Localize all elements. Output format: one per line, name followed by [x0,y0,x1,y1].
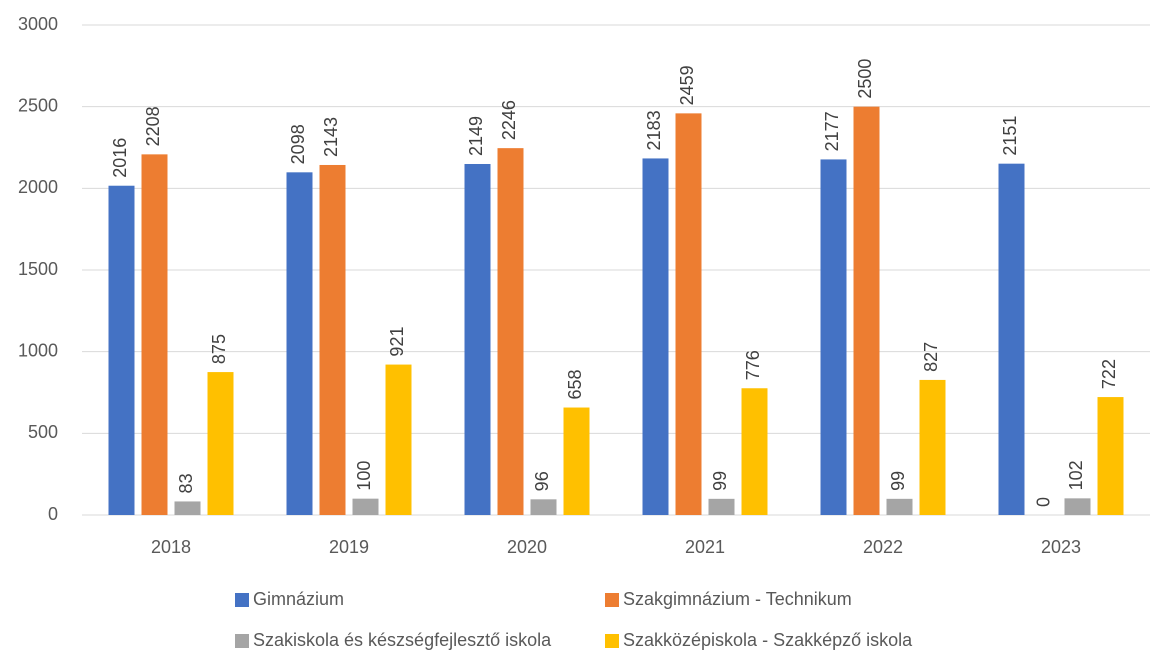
y-tick-label: 0 [48,504,58,524]
bar [563,407,590,515]
bar [497,148,524,516]
bar [853,106,880,516]
legend-swatch [605,593,619,607]
x-tick-label: 2020 [507,537,547,557]
data-label: 921 [387,327,407,357]
bar [708,498,735,515]
bar [741,388,768,515]
y-tick-label: 2500 [18,95,58,115]
bar [385,364,412,515]
bar [319,164,346,515]
data-label: 776 [743,350,763,380]
x-tick-label: 2018 [151,537,191,557]
data-label: 2143 [321,117,341,157]
bar [352,498,379,515]
data-label: 2183 [644,110,664,150]
legend-label: Gimnázium [253,589,344,609]
legend-swatch [235,593,249,607]
legend-swatch [235,634,249,648]
bar [141,154,168,516]
bar [820,159,847,515]
data-label: 0 [1033,497,1053,507]
legend-label: Szakközépiskola - Szakképző iskola [623,630,913,650]
x-tick-label: 2023 [1041,537,1081,557]
data-label: 2149 [466,116,486,156]
y-tick-label: 500 [28,422,58,442]
data-label: 722 [1099,359,1119,389]
data-label: 99 [710,471,730,491]
legend-label: Szakiskola és készségfejlesztő iskola [253,630,552,650]
bar [1097,397,1124,515]
x-tick-label: 2021 [685,537,725,557]
data-label: 2459 [677,65,697,105]
y-tick-label: 1500 [18,259,58,279]
data-label: 83 [176,473,196,493]
bar [998,163,1025,516]
bar [207,372,234,515]
bar [675,113,702,515]
bar [530,499,557,515]
data-label: 827 [921,342,941,372]
data-label: 2177 [822,111,842,151]
data-label: 2098 [288,124,308,164]
data-label: 2151 [1000,116,1020,156]
y-tick-label: 2000 [18,177,58,197]
x-tick-label: 2022 [863,537,903,557]
bar [642,158,669,515]
data-label: 2016 [110,138,130,178]
data-label: 2500 [855,59,875,99]
data-label: 100 [354,461,374,491]
bar [886,498,913,515]
bar [174,501,201,515]
data-label: 658 [565,369,585,399]
y-tick-label: 3000 [18,14,58,34]
data-label: 2246 [499,100,519,140]
data-label: 2208 [143,106,163,146]
y-tick-label: 1000 [18,340,58,360]
data-label: 96 [532,471,552,491]
x-tick-label: 2019 [329,537,369,557]
bar [464,163,491,515]
bar [919,379,946,515]
legend-swatch [605,634,619,648]
bar [1064,498,1091,515]
data-label: 875 [209,334,229,364]
bar [286,172,313,515]
data-label: 99 [888,471,908,491]
legend-label: Szakgimnázium - Technikum [623,589,852,609]
bar [108,185,135,515]
data-label: 102 [1066,460,1086,490]
